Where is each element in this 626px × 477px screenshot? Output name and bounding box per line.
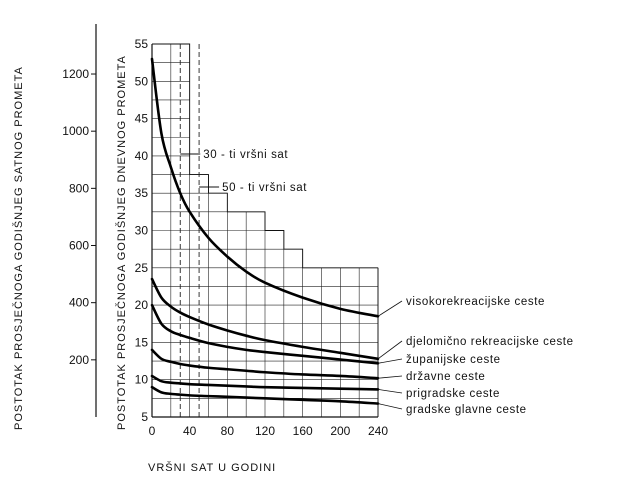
reference-lines: 30 - ti vršni sat 50 - ti vršni sat (179, 44, 307, 417)
chart-series (150, 57, 380, 405)
x-tick-label: 200 (330, 424, 350, 438)
chart-labels: visokorekreacijske ceste djelomično rekre… (377, 296, 574, 416)
series-label-leader (377, 300, 403, 317)
y-tick-label: 20 (135, 298, 149, 312)
y-tick-label: 15 (135, 335, 149, 349)
series-label-leader (377, 403, 403, 410)
x-tick-label: 160 (293, 424, 313, 438)
secondary-y-tick-label: 800 (69, 181, 89, 195)
reference-line-label: 50 - ti vršni sat (222, 182, 307, 194)
series-label: gradske glavne ceste (406, 404, 527, 416)
series-label: visokorekreacijske ceste (406, 296, 545, 308)
x-tick-label: 40 (183, 424, 197, 438)
y-tick-label: 5 (141, 410, 148, 424)
secondary-y-tick-label: 400 (69, 296, 89, 310)
secondary-y-tick-label: 1200 (62, 67, 89, 81)
x-tick-label: 80 (221, 424, 235, 438)
series-label-leader (377, 340, 403, 360)
series-line (150, 303, 380, 365)
y-tick-label: 55 (135, 37, 149, 51)
grid-envelope (152, 43, 378, 269)
series-line (150, 57, 380, 318)
y-tick-label: 25 (135, 261, 149, 275)
y-tick-label: 10 (135, 373, 149, 387)
y-tick-label: 45 (135, 112, 149, 126)
series-label-leader (377, 358, 403, 364)
x-axis-title: VRŠNI SAT U GODINI (148, 461, 276, 474)
x-tick-label: 0 (149, 424, 156, 438)
series-line (150, 277, 380, 361)
series-label: županijske ceste (406, 354, 501, 366)
secondary-y-axis-title: POSTOTAK PROSJEČNOGA GODIŠNJEG SATNOG PR… (12, 66, 25, 430)
y-tick-label: 35 (135, 186, 149, 200)
series-label-leader (377, 375, 403, 379)
series-label: državne ceste (406, 371, 485, 383)
series-label-leader (377, 389, 403, 394)
series-label: djelomično rekreacijske ceste (406, 336, 574, 348)
secondary-y-tick-label: 600 (69, 239, 89, 253)
series-label: prigradske ceste (406, 388, 500, 400)
y-axis-title: POSTOTAK PROSJEČNOGA GODIŠNJEG DNEVNOG P… (115, 55, 128, 430)
series-line (150, 374, 380, 391)
x-tick-label: 120 (255, 424, 275, 438)
y-tick-label: 50 (135, 74, 149, 88)
chart-axes: 5 10 15 20 25 30 35 40 45 50 55 0 40 80 120 160 200 240 20… (62, 24, 388, 438)
series-line (150, 385, 380, 405)
x-tick-label: 240 (368, 424, 388, 438)
y-tick-label: 30 (135, 224, 149, 238)
series-line (150, 348, 380, 380)
secondary-y-tick-label: 1000 (62, 124, 89, 138)
y-tick-label: 40 (135, 149, 149, 163)
secondary-y-tick-label: 200 (69, 353, 89, 367)
reference-line-label: 30 - ti vršni sat (203, 149, 288, 161)
